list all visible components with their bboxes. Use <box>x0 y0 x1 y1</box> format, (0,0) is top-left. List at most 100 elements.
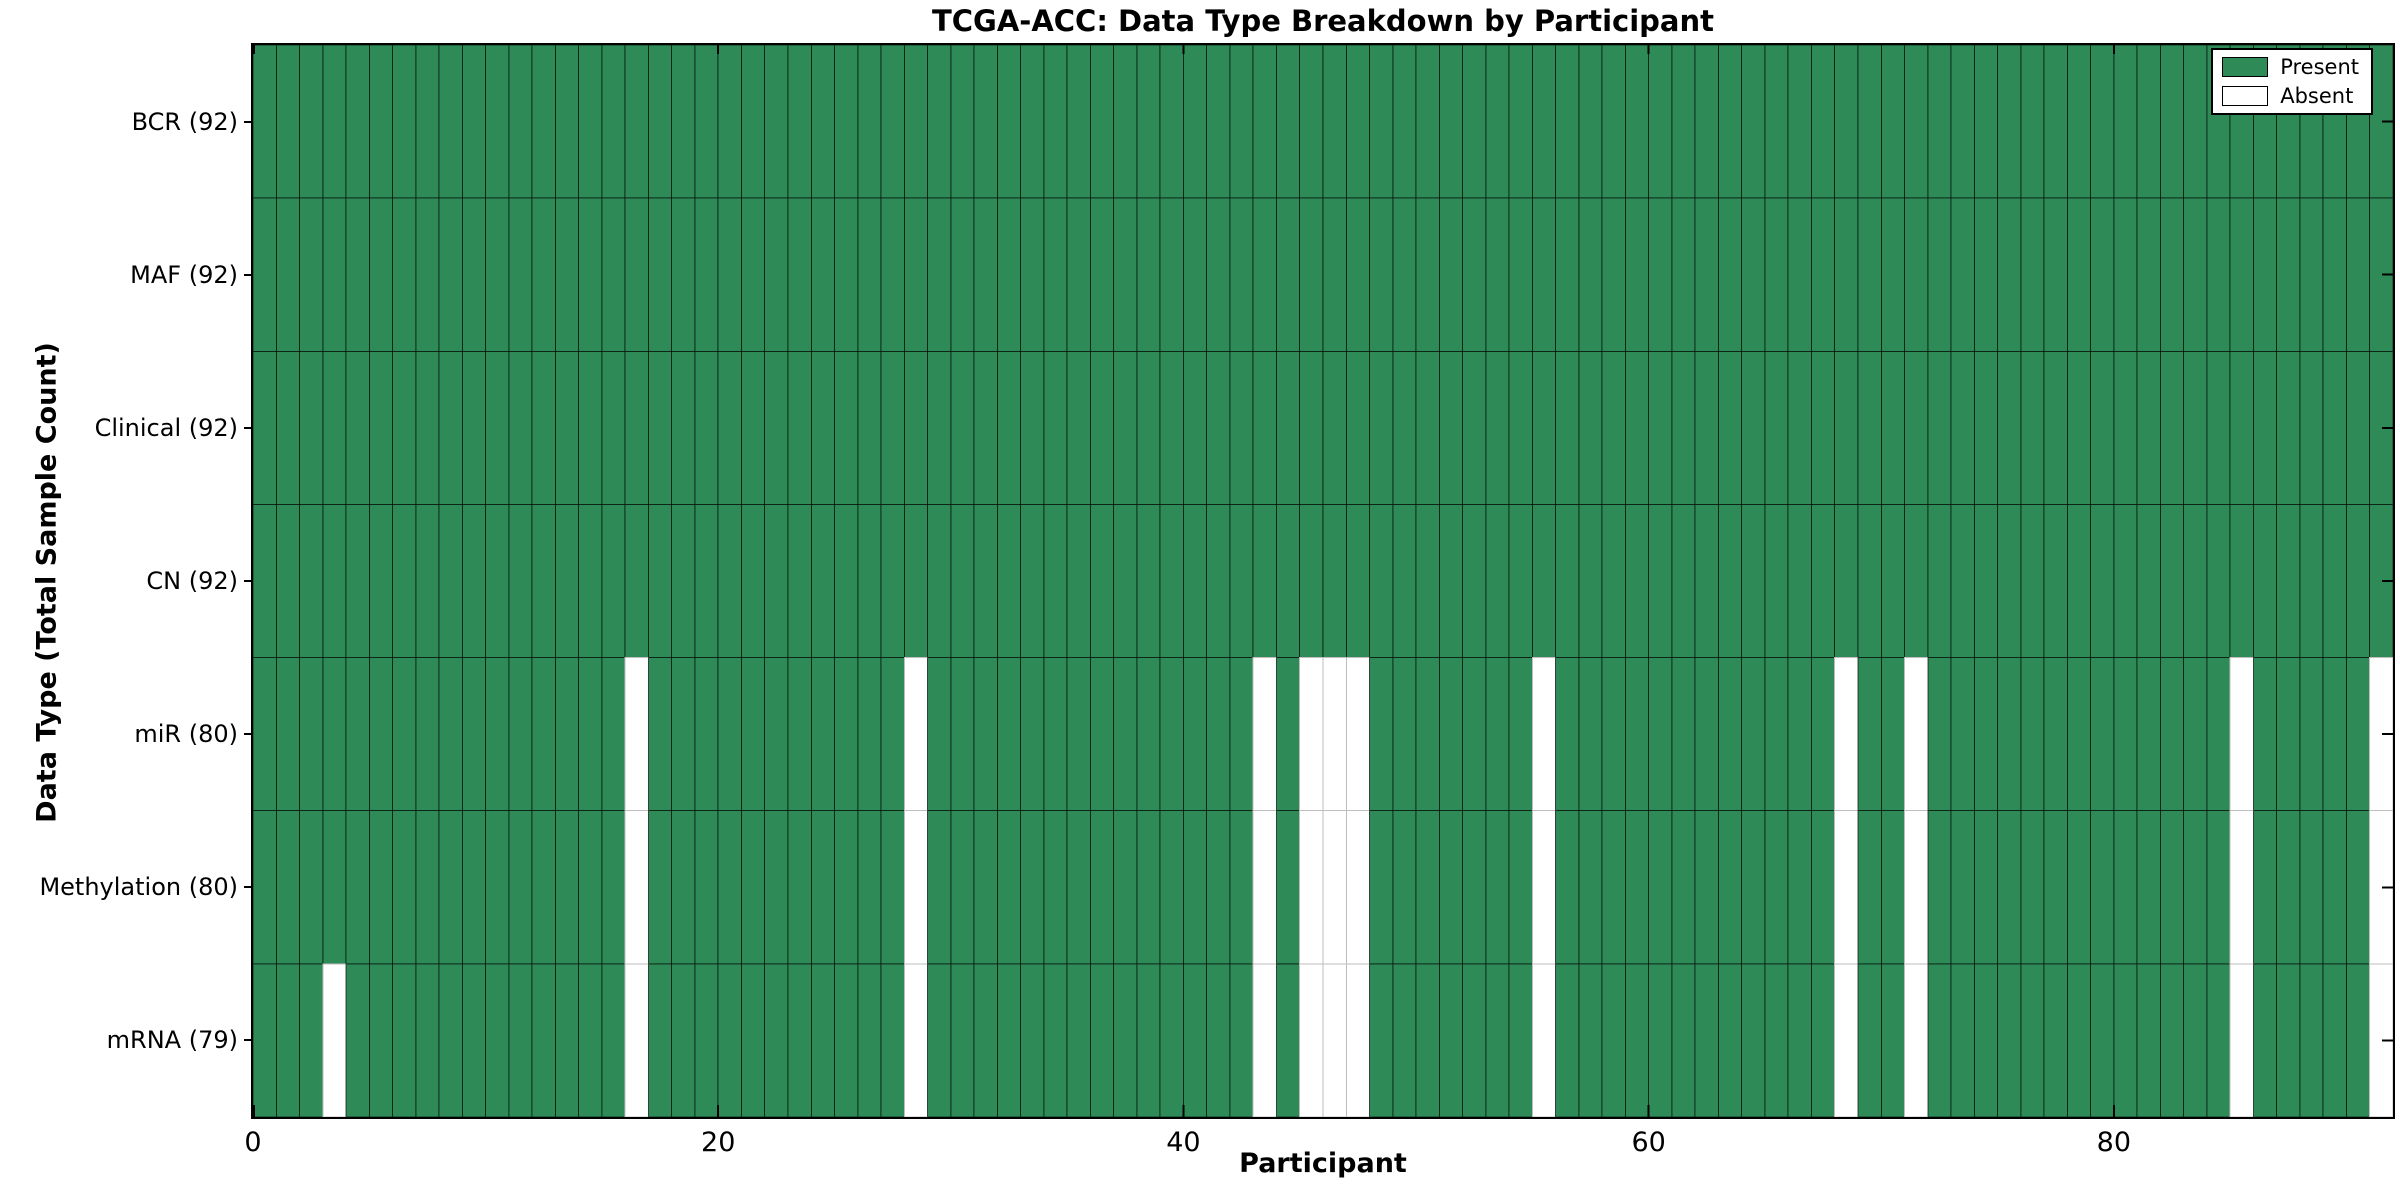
matrix-cell <box>1927 197 1952 352</box>
matrix-cell <box>624 810 649 965</box>
matrix-cell <box>1834 657 1859 812</box>
matrix-cell <box>2020 350 2045 505</box>
matrix-cell <box>1369 810 1394 965</box>
matrix-cell <box>927 197 952 352</box>
matrix-cell <box>740 963 766 1117</box>
matrix-cell <box>438 963 463 1117</box>
matrix-cell <box>973 963 998 1117</box>
matrix-cell <box>1415 963 1440 1117</box>
matrix-cell <box>461 350 487 505</box>
matrix-row-BCR <box>253 45 2393 199</box>
matrix-cell <box>1206 197 1231 352</box>
matrix-cell <box>485 45 510 199</box>
matrix-cell <box>764 963 789 1117</box>
matrix-cell <box>1810 503 1836 659</box>
matrix-cell <box>531 503 556 659</box>
matrix-cell <box>1648 350 1673 505</box>
matrix-cell <box>1066 197 1091 352</box>
matrix-cell <box>1741 503 1766 659</box>
matrix-cell <box>1252 963 1277 1117</box>
tick-mark <box>2382 426 2393 429</box>
matrix-cell <box>322 503 347 659</box>
matrix-cell <box>1555 657 1580 812</box>
matrix-cell <box>1043 503 1068 659</box>
matrix-cell <box>1810 810 1836 965</box>
matrix-cell <box>2090 350 2115 505</box>
matrix-cell <box>1462 45 1487 199</box>
matrix-cell <box>1555 810 1580 965</box>
matrix-cell <box>1973 350 1999 505</box>
matrix-cell <box>2066 350 2092 505</box>
matrix-cell <box>438 657 463 812</box>
matrix-cell <box>1182 197 1208 352</box>
matrix-cell <box>927 45 952 199</box>
matrix-cell <box>1485 963 1510 1117</box>
matrix-cell <box>717 503 742 659</box>
matrix-cell <box>2113 810 2138 965</box>
matrix-cell <box>1578 657 1603 812</box>
matrix-cell <box>740 197 766 352</box>
matrix-cell <box>2066 197 2092 352</box>
matrix-cell <box>415 45 440 199</box>
matrix-cell <box>299 350 324 505</box>
matrix-cell <box>1136 45 1161 199</box>
matrix-cell <box>1345 810 1371 965</box>
matrix-cell <box>1136 963 1161 1117</box>
matrix-cell <box>1694 45 1719 199</box>
matrix-cell <box>1717 350 1743 505</box>
matrix-cell <box>950 350 975 505</box>
matrix-cell <box>880 350 905 505</box>
matrix-cell <box>834 350 859 505</box>
matrix-cell <box>299 963 324 1117</box>
matrix-cell <box>1159 963 1184 1117</box>
matrix-cell <box>2206 503 2231 659</box>
matrix-cell <box>1113 657 1138 812</box>
matrix-cell <box>1578 810 1603 965</box>
matrix-cell <box>810 810 836 965</box>
matrix-cell <box>2136 197 2161 352</box>
x-axis-label: Participant <box>1239 1148 1407 1179</box>
matrix-cell <box>973 503 998 659</box>
matrix-cell <box>787 197 812 352</box>
present-swatch-icon <box>2222 57 2269 77</box>
matrix-cell <box>1880 810 1906 965</box>
tick-mark <box>253 45 255 54</box>
matrix-cell <box>2276 350 2301 505</box>
matrix-cell <box>253 45 277 199</box>
matrix-cell <box>1927 45 1952 199</box>
matrix-cell <box>554 350 580 505</box>
matrix-cell <box>2113 963 2138 1117</box>
matrix-cell <box>1741 350 1766 505</box>
matrix-cell <box>508 45 533 199</box>
matrix-cell <box>508 197 533 352</box>
matrix-cell <box>1717 45 1743 199</box>
matrix-cell <box>299 810 324 965</box>
matrix-cell <box>2159 197 2185 352</box>
matrix-cell <box>1764 963 1789 1117</box>
matrix-cell <box>647 657 673 812</box>
matrix-cell <box>299 503 324 659</box>
x-tick-label-0: 0 <box>244 1127 262 1158</box>
matrix-cell <box>554 810 580 965</box>
matrix-cell <box>740 657 766 812</box>
matrix-cell <box>2252 350 2278 505</box>
matrix-cell <box>1508 45 1533 199</box>
matrix-cell <box>1648 503 1673 659</box>
matrix-cell <box>1020 657 1045 812</box>
matrix-cell <box>950 45 975 199</box>
tick-mark <box>1647 45 1650 54</box>
legend: Present Absent <box>2211 48 2373 115</box>
matrix-cell <box>299 197 324 352</box>
matrix-cell <box>253 810 277 965</box>
matrix-cell <box>1136 657 1161 812</box>
matrix-cell <box>1485 503 1510 659</box>
matrix-cell <box>1392 657 1417 812</box>
matrix-cell <box>2299 197 2324 352</box>
tick-mark <box>717 1105 720 1117</box>
matrix-cell <box>1462 963 1487 1117</box>
matrix-cell <box>275 197 301 352</box>
matrix-cell <box>1671 657 1696 812</box>
matrix-row-MAF <box>253 197 2393 352</box>
matrix-cell <box>1182 963 1208 1117</box>
matrix-cell <box>2322 350 2347 505</box>
